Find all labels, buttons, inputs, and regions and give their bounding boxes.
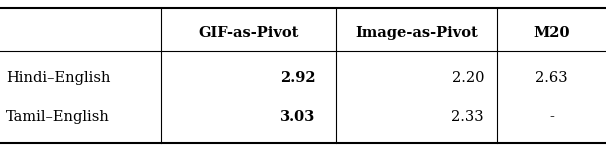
Text: GIF-as-Pivot: GIF-as-Pivot	[198, 26, 299, 40]
Text: Tamil–English: Tamil–English	[6, 110, 110, 124]
Text: M20: M20	[533, 26, 570, 40]
Text: 3.03: 3.03	[280, 110, 315, 124]
Text: 2.33: 2.33	[451, 110, 484, 124]
Text: 2.63: 2.63	[535, 71, 568, 85]
Text: Image-as-Pivot: Image-as-Pivot	[355, 26, 478, 40]
Text: 2.92: 2.92	[279, 71, 315, 85]
Text: -: -	[549, 110, 554, 124]
Text: 2.20: 2.20	[451, 71, 484, 85]
Text: Hindi–English: Hindi–English	[6, 71, 110, 85]
